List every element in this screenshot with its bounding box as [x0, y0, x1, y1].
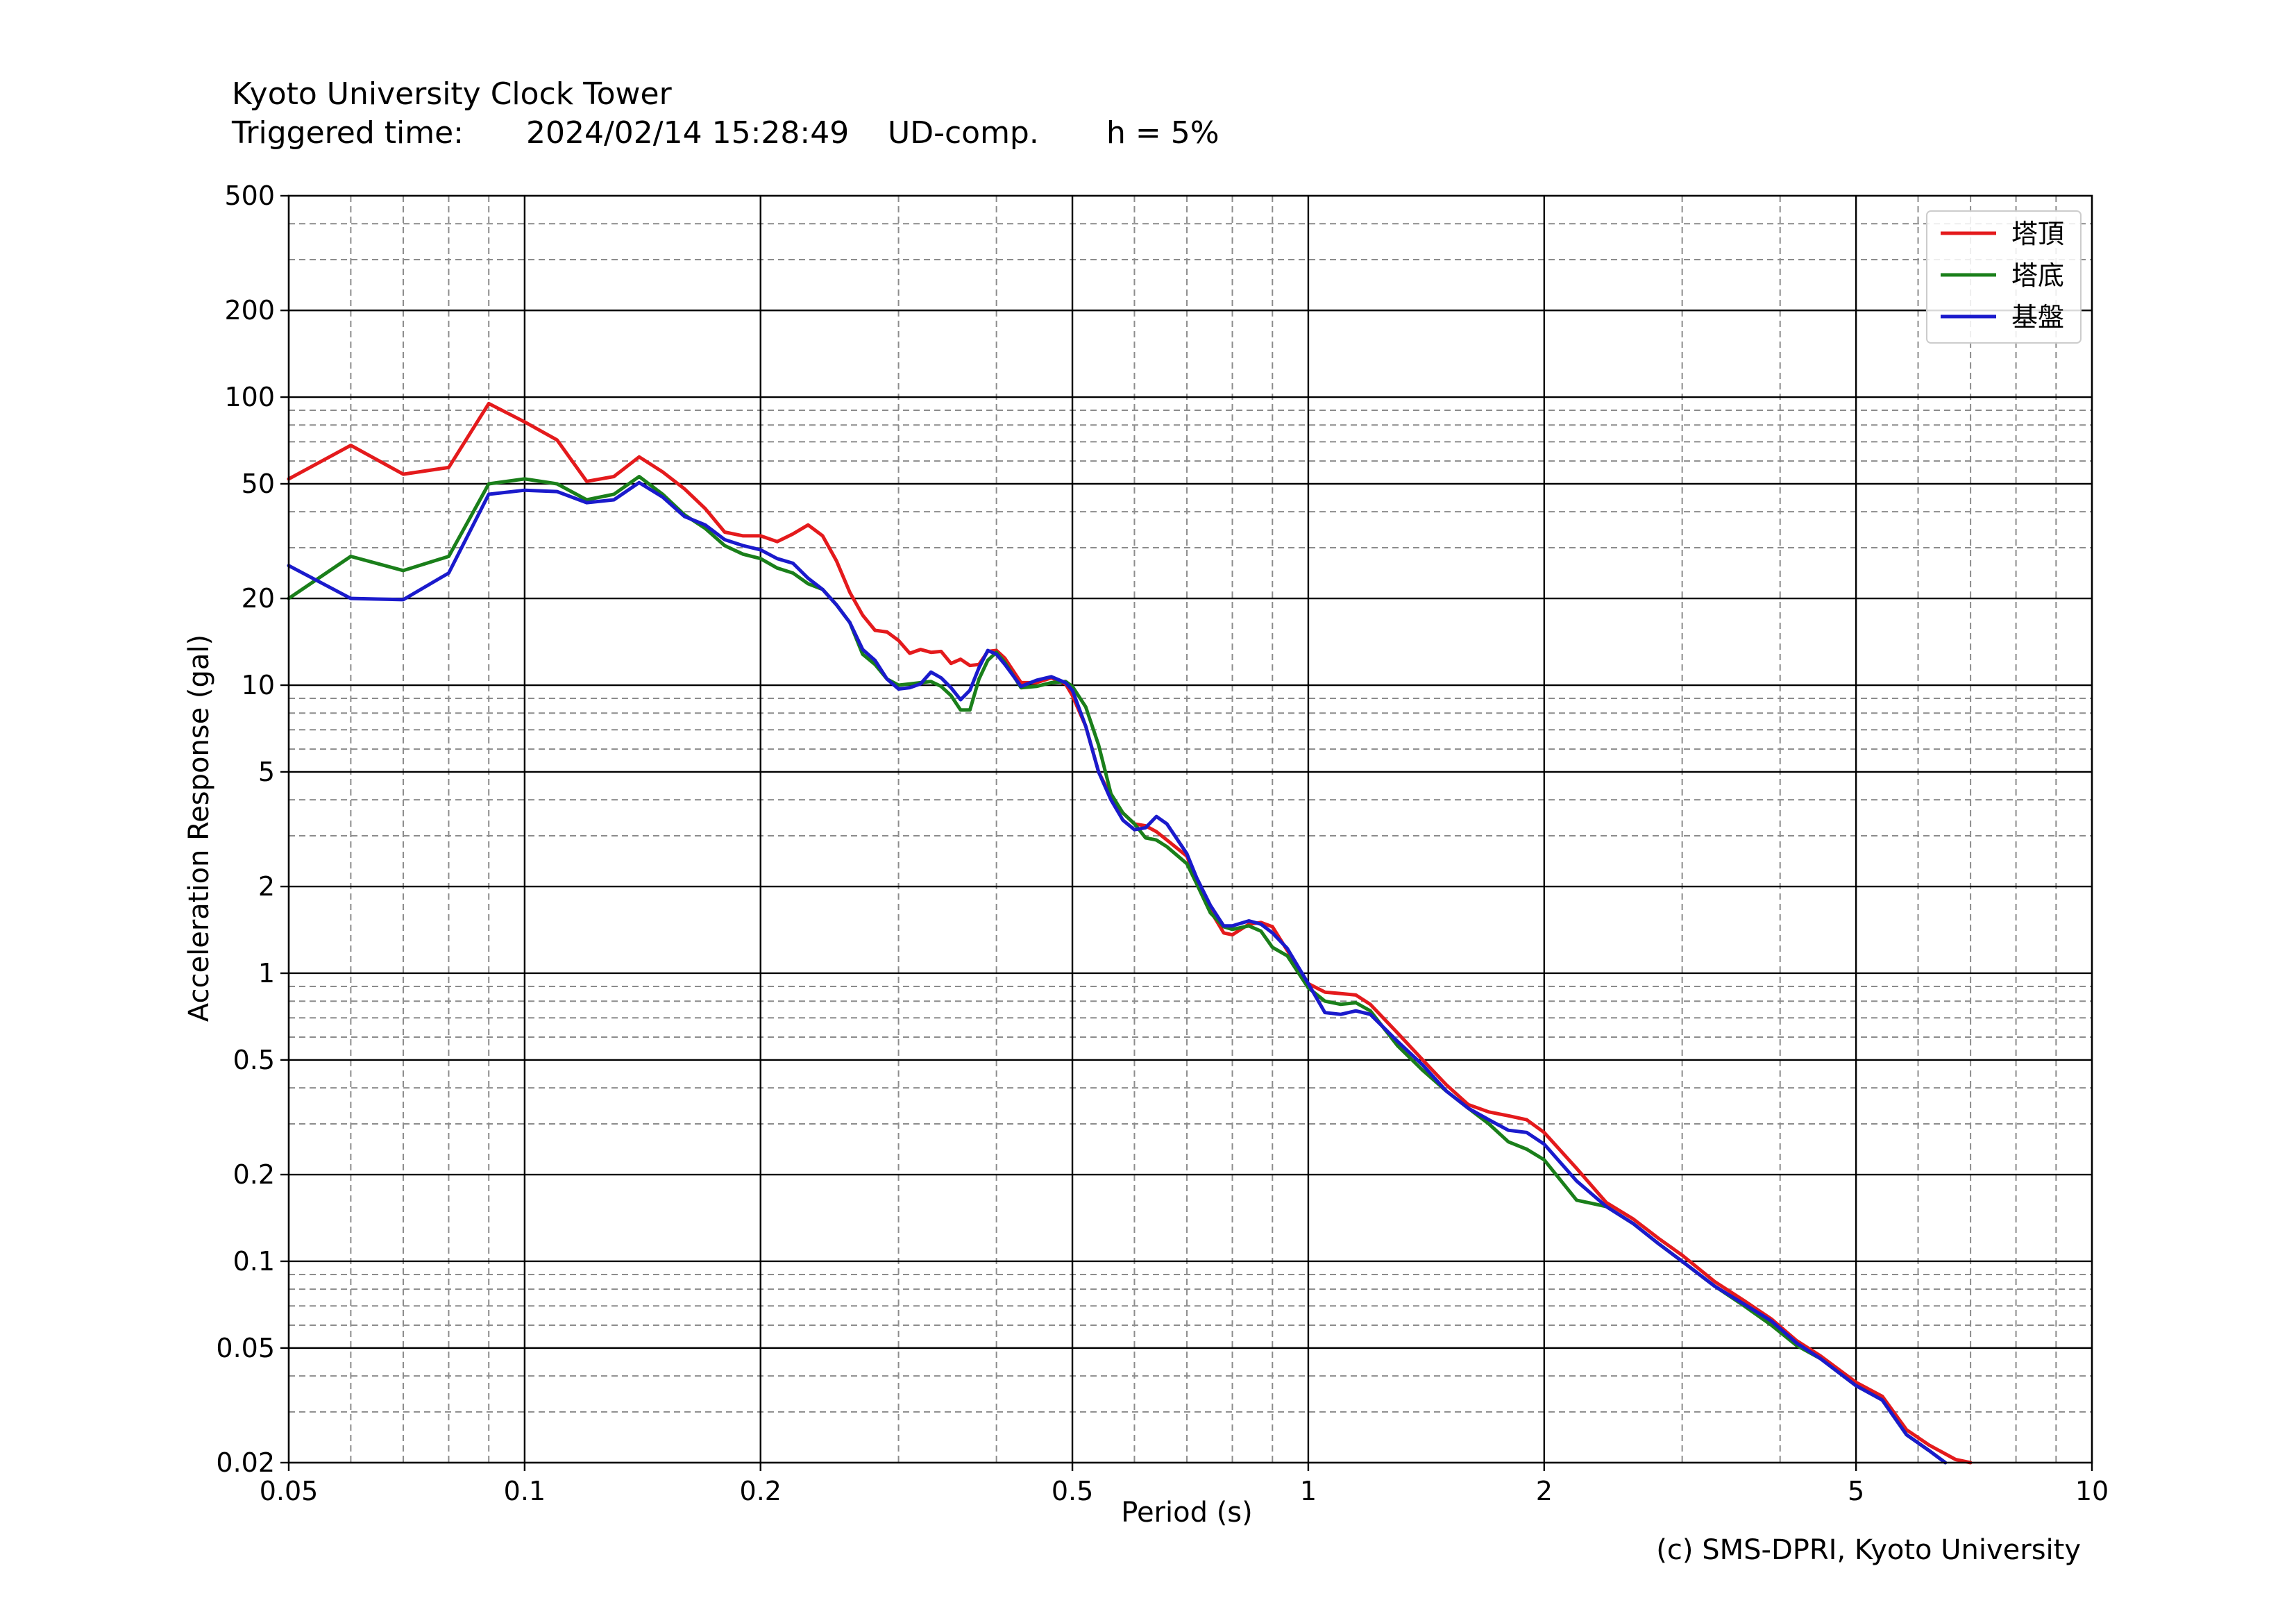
component-label: UD-comp.	[888, 115, 1039, 151]
series-layer	[287, 401, 1973, 1465]
y-tick-label: 200	[224, 295, 275, 326]
y-tick-label: 0.02	[216, 1447, 275, 1478]
series-line-3	[287, 480, 1948, 1465]
triggered-time-label: Triggered time:	[232, 115, 464, 151]
copyright-credit: (c) SMS-DPRI, Kyoto University	[1656, 1534, 2081, 1566]
y-tick-label: 10	[242, 670, 275, 700]
x-tick-label: 0.2	[740, 1476, 782, 1506]
y-tick-label: 500	[224, 180, 275, 211]
plot-frame	[287, 194, 2093, 1464]
y-tick-label: 0.2	[233, 1159, 275, 1190]
legend-label-2: 塔底	[2011, 260, 2064, 291]
y-axis-label: Acceleration Response (gal)	[183, 634, 215, 1022]
y-tick-label: 0.05	[216, 1333, 275, 1363]
x-tick-label: 2	[1536, 1476, 1553, 1506]
x-tick-label: 1	[1300, 1476, 1317, 1506]
x-axis-ticks: 0.05 0.1 0.2 0.5 1 2 5 10	[260, 1463, 2109, 1506]
y-axis-ticks: 0.02 0.05 0.1 0.2 0.5 1 2 5 10 20 50 100 200 500	[216, 180, 289, 1478]
y-tick-label: 100	[224, 382, 275, 412]
x-tick-label: 0.5	[1052, 1476, 1093, 1506]
x-tick-label: 10	[2075, 1476, 2109, 1506]
legend-label-1: 塔頂	[2011, 219, 2064, 249]
series-line-2	[287, 475, 1948, 1465]
y-tick-label: 2	[258, 871, 275, 902]
legend-box	[1926, 210, 2082, 344]
chart-site-name: Kyoto University Clock Tower	[232, 76, 672, 112]
x-tick-label: 5	[1848, 1476, 1864, 1506]
y-tick-label: 0.1	[233, 1246, 275, 1277]
damping-label: h = 5%	[1106, 115, 1219, 151]
triggered-time-value: 2024/02/14 15:28:49	[526, 115, 850, 151]
series-line-1	[287, 401, 1973, 1465]
minor-grid	[289, 196, 2092, 1463]
y-tick-label: 5	[258, 757, 275, 787]
legend-label-3: 基盤	[2011, 302, 2064, 333]
y-tick-label: 20	[242, 583, 275, 614]
x-tick-label: 0.1	[504, 1476, 546, 1506]
major-grid	[289, 196, 2092, 1463]
x-tick-label: 0.05	[260, 1476, 319, 1506]
x-axis-label: Period (s)	[1121, 1497, 1253, 1529]
y-tick-label: 1	[258, 958, 275, 989]
y-tick-label: 0.5	[233, 1045, 275, 1075]
y-tick-label: 50	[242, 469, 275, 499]
